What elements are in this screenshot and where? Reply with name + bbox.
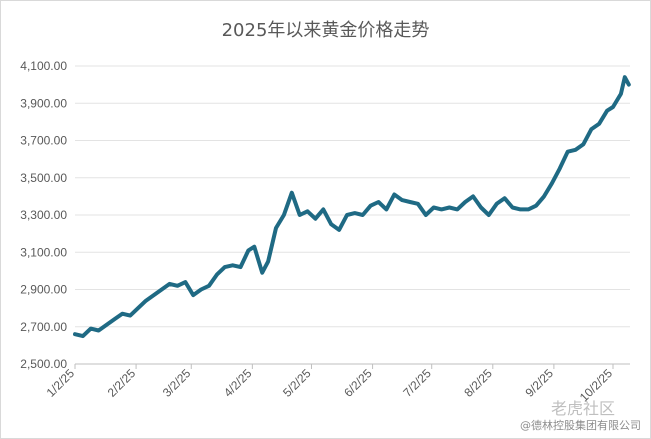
y-tick-label: 2,500.00 xyxy=(20,357,67,371)
x-tick-label: 6/2/25 xyxy=(341,366,375,400)
x-tick-label: 8/2/25 xyxy=(461,366,495,400)
chart-title: 2025年以来黄金价格走势 xyxy=(221,20,430,41)
y-tick-label: 2,900.00 xyxy=(20,283,67,297)
gold-price-series-line xyxy=(73,75,631,339)
y-tick-label: 2,700.00 xyxy=(20,320,67,334)
x-tick-label: 3/2/25 xyxy=(160,366,194,400)
y-tick-label: 3,300.00 xyxy=(20,208,67,222)
x-tick-label: 5/2/25 xyxy=(280,366,314,400)
watermark-credit: @德林控股集团有限公司 xyxy=(520,419,641,432)
y-tick-label: 3,500.00 xyxy=(20,171,67,185)
y-tick-label: 3,900.00 xyxy=(20,96,67,110)
y-tick-label: 3,700.00 xyxy=(20,134,67,148)
x-tick-label: 2/2/25 xyxy=(105,366,139,400)
watermark-main: 老虎社区 xyxy=(550,399,615,418)
x-tick-label: 4/2/25 xyxy=(221,366,255,400)
y-tick-label: 3,100.00 xyxy=(20,245,67,259)
x-tick-label: 7/2/25 xyxy=(400,366,434,400)
x-tick-label: 1/2/25 xyxy=(44,366,78,400)
y-tick-label: 4,100.00 xyxy=(20,59,67,73)
